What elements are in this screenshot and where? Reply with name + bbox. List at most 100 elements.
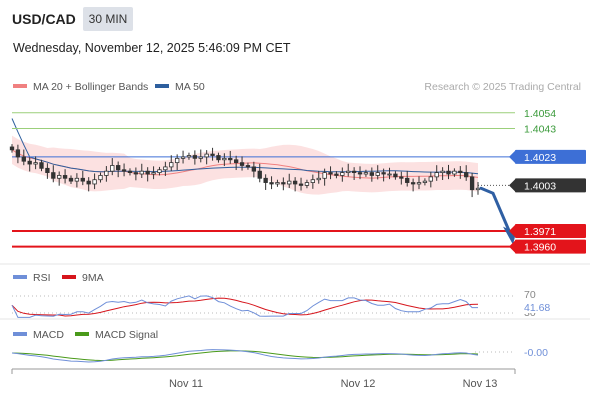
price-levels — [12, 112, 515, 248]
rsi-ma-legend-label: 9MA — [82, 272, 104, 284]
candle-body — [127, 170, 133, 173]
candle-body — [428, 176, 433, 182]
chart-header: USD/CAD 30 MIN Wednesday, November 12, 2… — [0, 0, 590, 70]
candle-body — [458, 170, 463, 173]
x-tick-nov12: Nov 12 — [341, 378, 376, 390]
forecast-arrow — [479, 186, 516, 245]
candle-body — [239, 162, 245, 166]
candle-body — [15, 149, 21, 158]
x-tick-nov13: Nov 13 — [463, 378, 498, 390]
candle-body — [351, 170, 357, 173]
macd-signal-legend-label: MACD Signal — [95, 329, 158, 341]
macd-line — [11, 349, 479, 363]
candle-body — [204, 153, 209, 158]
candle-body — [33, 162, 38, 165]
support-label-pointer — [509, 223, 516, 238]
candle-body — [245, 165, 251, 168]
last_price-label: 1.4003 — [524, 180, 556, 192]
ma50-line — [11, 118, 479, 175]
candle-body — [163, 166, 168, 171]
candle-body — [110, 165, 115, 172]
support-label-box — [515, 223, 586, 238]
candle-body — [180, 156, 186, 159]
candle-body — [251, 166, 257, 172]
candle-body — [74, 177, 80, 182]
candle-body — [434, 172, 439, 178]
macd-signal-legend-swatch — [75, 332, 89, 336]
candle-body — [328, 172, 333, 175]
candle-body — [316, 177, 321, 181]
price-level-labels: 1.4054 1.4043 1.4023 1.4003 1.3971 1.3960 — [509, 108, 586, 254]
timeframe-button[interactable]: 30 MIN — [83, 7, 133, 31]
rsi-level-70-label: 70 — [524, 289, 536, 301]
rsi-legend-label: RSI — [33, 272, 51, 284]
candle-body — [275, 182, 280, 185]
candle-body — [399, 176, 404, 179]
candle-body — [169, 162, 174, 168]
candle-body — [192, 155, 198, 159]
candle-body — [62, 175, 68, 179]
candle-body — [475, 187, 481, 191]
candle-body — [210, 153, 215, 156]
candle-body — [198, 156, 203, 159]
pivot-label-box — [515, 149, 586, 164]
candle-body — [145, 170, 150, 175]
candle-body — [269, 182, 274, 185]
candle-body — [21, 156, 26, 162]
macd-legend-label: MACD — [33, 329, 64, 341]
candle-body — [151, 172, 156, 175]
support-label-pointer — [509, 239, 516, 254]
candle-body — [51, 172, 56, 179]
candle-body — [369, 172, 374, 176]
candle-body — [281, 182, 286, 185]
rsi-last-value: 41.68 — [524, 302, 550, 314]
bollinger-band-area — [12, 135, 478, 195]
candle-body — [9, 146, 15, 151]
candle-body — [446, 170, 451, 175]
rsi-ma-legend-swatch — [62, 275, 76, 279]
candle-body — [86, 180, 91, 185]
x-tick-nov11: Nov 11 — [169, 378, 203, 390]
ma50-legend-swatch — [155, 84, 169, 88]
rsi-line — [11, 295, 478, 318]
candle-body — [416, 182, 422, 185]
rsi-legend-swatch — [13, 275, 27, 279]
candle-body — [174, 157, 180, 164]
candle-body — [57, 175, 62, 179]
macd-legend: MACD MACD Signal — [13, 329, 158, 341]
macd-signal-line — [11, 350, 479, 361]
ma20-legend-label: MA 20 + Bollinger Bands — [33, 81, 148, 93]
candle-body — [393, 173, 398, 178]
candle-body — [186, 155, 192, 158]
candle-body — [298, 183, 304, 186]
candle-body — [363, 172, 369, 175]
pivot-label-pointer — [509, 149, 516, 164]
candle-body — [263, 177, 268, 183]
ma20-legend-swatch — [13, 84, 27, 88]
support-label-box — [515, 239, 586, 254]
candle-body — [121, 169, 127, 172]
datetime-label: Wednesday, November 12, 2025 5:46:09 PM … — [13, 41, 291, 55]
candle-body — [139, 170, 144, 175]
macd-legend-swatch — [13, 332, 27, 336]
candle-body — [45, 167, 50, 173]
candle-body — [157, 169, 162, 173]
candle-body — [410, 182, 416, 185]
support-label: 1.3971 — [524, 226, 556, 238]
source-credit: Research © 2025 Trading Central — [424, 81, 581, 93]
candle-body — [98, 175, 103, 181]
rsi-ma-line — [11, 297, 479, 317]
candle-body — [92, 179, 97, 185]
candle-body — [222, 157, 227, 161]
last_price-label-pointer — [509, 178, 516, 193]
candle-body — [346, 170, 351, 173]
rsi-value-bg — [520, 301, 560, 313]
pivot-label: 1.4023 — [524, 152, 556, 164]
candle-body — [104, 170, 109, 176]
candle-body — [68, 177, 74, 182]
candle-body — [80, 177, 85, 182]
candle-body — [469, 176, 475, 191]
candle-body — [422, 180, 428, 183]
candle-body — [27, 160, 32, 165]
